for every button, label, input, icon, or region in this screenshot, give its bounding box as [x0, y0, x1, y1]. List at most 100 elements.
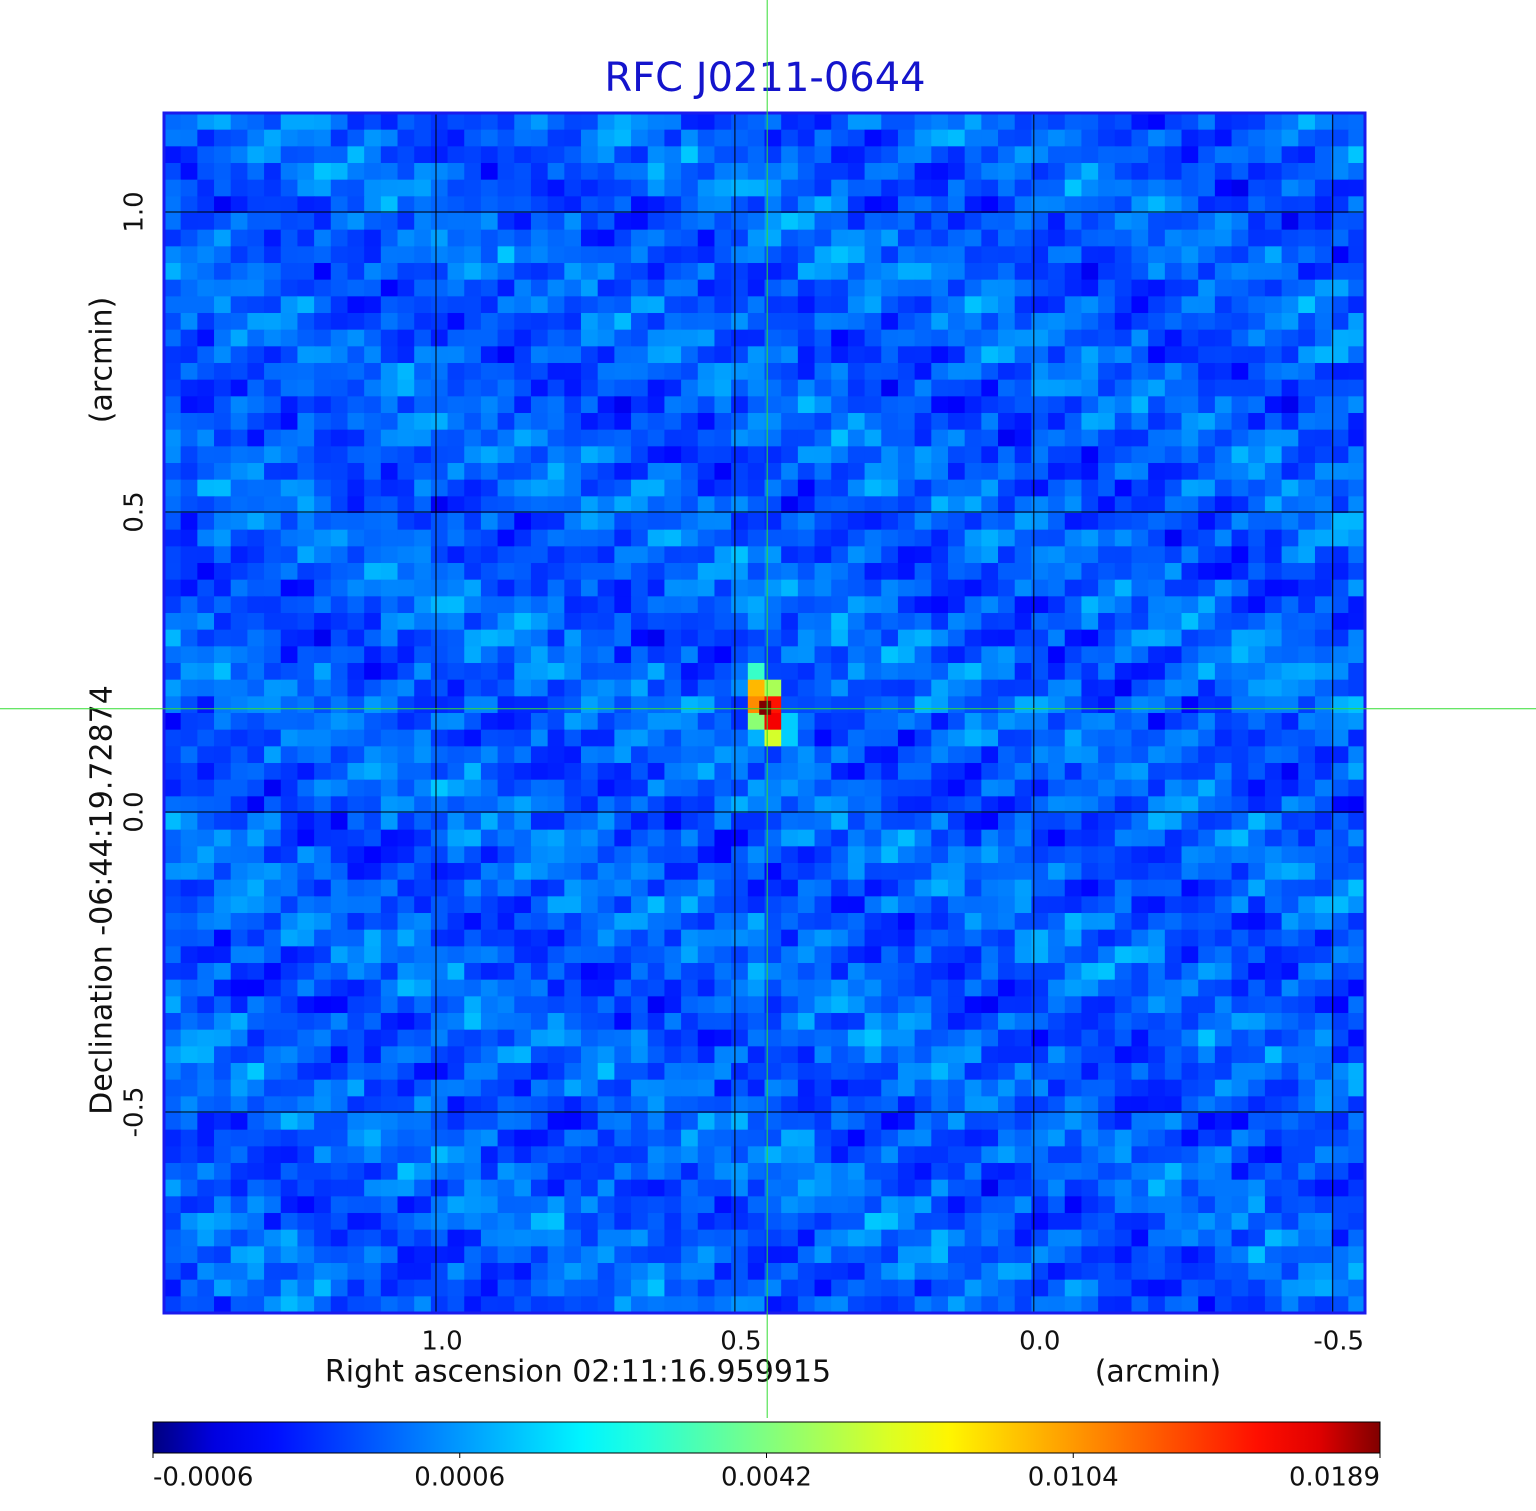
image-pixel	[464, 463, 482, 481]
image-pixel	[731, 1096, 749, 1114]
image-pixel	[447, 546, 465, 564]
image-pixel	[547, 1263, 565, 1281]
image-pixel	[1314, 679, 1333, 697]
image-pixel	[397, 896, 415, 914]
image-pixel	[1098, 1213, 1116, 1231]
image-pixel	[981, 229, 999, 247]
image-pixel	[931, 579, 949, 597]
image-pixel	[1048, 596, 1066, 614]
image-pixel	[681, 179, 699, 197]
image-pixel	[764, 929, 782, 947]
image-pixel	[998, 1146, 1016, 1164]
image-pixel	[631, 779, 649, 797]
image-pixel	[164, 1179, 182, 1197]
image-pixel	[947, 146, 966, 164]
image-pixel	[1098, 196, 1116, 214]
image-pixel	[497, 913, 515, 931]
image-pixel	[497, 896, 515, 914]
image-pixel	[164, 863, 182, 881]
image-pixel	[897, 1163, 916, 1181]
image-pixel	[647, 663, 666, 681]
image-pixel	[1214, 1096, 1233, 1114]
image-pixel	[564, 646, 582, 664]
image-pixel	[1198, 129, 1216, 147]
image-pixel	[530, 1063, 549, 1081]
image-pixel	[1281, 1013, 1299, 1031]
image-pixel	[514, 929, 532, 947]
image-pixel	[1031, 663, 1049, 681]
image-pixel	[1064, 429, 1083, 447]
image-pixel	[864, 196, 882, 214]
image-pixel	[1248, 529, 1266, 547]
image-pixel	[1214, 279, 1233, 297]
image-pixel	[1064, 913, 1083, 931]
image-pixel	[447, 829, 465, 847]
image-pixel	[1348, 196, 1366, 214]
image-pixel	[1098, 1029, 1116, 1047]
image-pixel	[847, 246, 866, 264]
image-pixel	[1214, 313, 1233, 331]
image-pixel	[380, 429, 399, 447]
image-pixel	[614, 329, 632, 347]
image-pixel	[1114, 629, 1133, 647]
image-pixel	[1164, 213, 1183, 231]
image-pixel	[1048, 479, 1066, 497]
image-pixel	[747, 1163, 766, 1181]
image-pixel	[564, 829, 582, 847]
image-pixel	[547, 646, 565, 664]
image-pixel	[964, 213, 982, 231]
image-pixel	[814, 579, 832, 597]
image-pixel	[1048, 146, 1066, 164]
image-pixel	[447, 146, 465, 164]
image-pixel	[897, 1013, 916, 1031]
image-pixel	[581, 1013, 599, 1031]
image-pixel	[814, 963, 832, 981]
image-pixel	[831, 263, 849, 281]
image-pixel	[1098, 946, 1116, 964]
image-pixel	[414, 446, 432, 464]
image-pixel	[280, 346, 299, 364]
image-pixel	[781, 929, 799, 947]
image-pixel	[480, 329, 499, 347]
image-pixel	[864, 729, 882, 747]
image-pixel	[864, 396, 882, 414]
image-pixel	[781, 529, 799, 547]
image-pixel	[180, 813, 198, 831]
image-pixel	[197, 929, 215, 947]
image-pixel	[164, 579, 182, 597]
image-pixel	[614, 996, 632, 1014]
image-pixel	[981, 896, 999, 914]
image-pixel	[180, 796, 198, 814]
image-pixel	[897, 796, 916, 814]
image-pixel	[1031, 246, 1049, 264]
image-pixel	[914, 629, 932, 647]
image-pixel	[1214, 879, 1233, 897]
image-pixel	[714, 729, 732, 747]
image-pixel	[380, 513, 399, 531]
image-pixel	[1014, 929, 1032, 947]
image-pixel	[547, 313, 565, 331]
image-pixel	[414, 1246, 432, 1264]
image-pixel	[1164, 1079, 1183, 1097]
image-pixel	[1281, 929, 1299, 947]
image-pixel	[947, 596, 966, 614]
image-pixel	[180, 746, 198, 764]
image-pixel	[697, 1246, 716, 1264]
image-pixel	[164, 463, 182, 481]
image-pixel	[947, 496, 966, 514]
image-pixel	[180, 1196, 198, 1214]
image-pixel	[264, 263, 282, 281]
image-pixel	[1131, 813, 1149, 831]
image-pixel	[1081, 646, 1099, 664]
image-pixel	[697, 346, 716, 364]
image-pixel	[597, 1213, 615, 1231]
image-pixel	[847, 579, 866, 597]
image-pixel	[197, 946, 215, 964]
image-pixel	[814, 829, 832, 847]
image-pixel	[1014, 813, 1032, 831]
image-pixel	[1148, 329, 1166, 347]
image-pixel	[464, 996, 482, 1014]
image-pixel	[1131, 613, 1149, 631]
image-pixel	[731, 146, 749, 164]
image-pixel	[330, 779, 349, 797]
